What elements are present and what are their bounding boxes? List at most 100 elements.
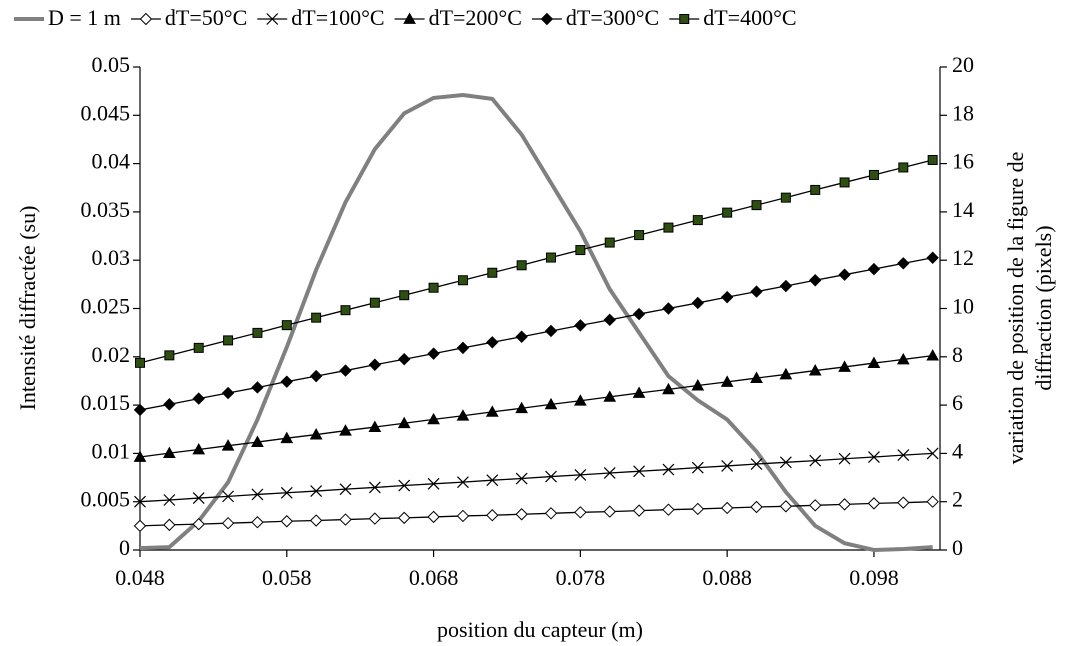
marker (340, 305, 351, 316)
marker (809, 454, 822, 467)
marker (163, 518, 176, 532)
marker (251, 381, 264, 394)
marker (133, 519, 147, 533)
marker (663, 222, 674, 233)
marker (398, 479, 411, 492)
marker (280, 515, 293, 528)
marker (868, 169, 879, 180)
marker (310, 485, 323, 497)
marker (544, 397, 558, 410)
marker (926, 349, 940, 361)
marker (750, 285, 763, 298)
marker (679, 14, 690, 24)
y2-tick-label: 8 (952, 342, 963, 367)
marker (281, 320, 292, 331)
marker (515, 508, 528, 521)
marker (867, 497, 881, 510)
marker (515, 472, 528, 485)
y2-tick-label: 4 (952, 438, 963, 463)
marker (397, 416, 411, 429)
marker (779, 367, 793, 380)
marker (368, 512, 382, 525)
marker (427, 510, 440, 524)
marker (574, 394, 587, 406)
marker (838, 268, 851, 281)
marker (280, 375, 293, 388)
legend-item: dT=50°C (130, 5, 247, 30)
y2-tick-label: 2 (952, 487, 963, 512)
marker (399, 290, 410, 301)
marker (133, 403, 147, 417)
marker (810, 184, 821, 195)
marker (368, 420, 382, 432)
series-line (139, 257, 933, 411)
marker (662, 463, 675, 476)
marker (574, 468, 587, 481)
marker (927, 154, 938, 165)
marker (339, 364, 352, 377)
marker (691, 502, 705, 516)
y2-tick-label: 12 (952, 245, 974, 270)
y-tick-label: 0.05 (92, 52, 131, 77)
y2-axis-label: diffraction (pixels) (1031, 225, 1056, 390)
marker (134, 495, 146, 508)
x-tick-label: 0.078 (556, 565, 606, 590)
marker (926, 251, 939, 264)
marker (750, 500, 763, 514)
y-tick-label: 0.005 (81, 487, 131, 512)
x-tick-label: 0.098 (849, 565, 899, 590)
marker (662, 382, 675, 395)
marker (692, 215, 703, 226)
x-tick-label: 0.068 (409, 565, 459, 590)
marker (192, 517, 205, 531)
legend-item: D = 1 m (14, 5, 121, 30)
marker (603, 390, 617, 402)
marker (280, 431, 294, 444)
marker (266, 13, 279, 25)
marker (838, 498, 851, 511)
marker (135, 357, 145, 368)
marker (456, 509, 470, 523)
marker (192, 443, 206, 455)
marker (251, 488, 264, 501)
series-line (139, 93, 933, 553)
marker (163, 446, 176, 459)
marker (808, 364, 822, 376)
marker (223, 335, 234, 346)
marker (221, 516, 235, 530)
y2-axis-label: variation de position de la figure de (1003, 152, 1028, 465)
marker (540, 12, 554, 26)
marker (720, 290, 734, 304)
legend-label: dT=200°C (429, 5, 522, 30)
marker (898, 162, 909, 173)
marker (515, 401, 529, 414)
marker (398, 511, 411, 525)
marker (897, 257, 910, 270)
marker (485, 405, 499, 417)
marker (926, 495, 939, 508)
legend-label: D = 1 m (48, 5, 121, 30)
x-tick-label: 0.048 (115, 565, 165, 590)
y-tick-label: 0.01 (92, 438, 131, 463)
marker (720, 375, 734, 387)
marker (750, 371, 763, 383)
y2-tick-label: 10 (952, 294, 974, 319)
marker (163, 398, 176, 411)
legend-item: dT=400°C (669, 5, 797, 30)
marker (691, 461, 704, 474)
marker (427, 477, 440, 490)
marker (544, 507, 558, 520)
marker (809, 499, 822, 512)
marker (546, 252, 557, 263)
marker (221, 386, 235, 400)
marker (662, 503, 675, 516)
marker (486, 336, 499, 349)
marker (487, 267, 498, 278)
marker (251, 435, 264, 447)
marker (603, 467, 616, 479)
marker (486, 474, 499, 487)
marker (809, 274, 822, 287)
marker (516, 260, 527, 271)
marker (926, 447, 939, 460)
